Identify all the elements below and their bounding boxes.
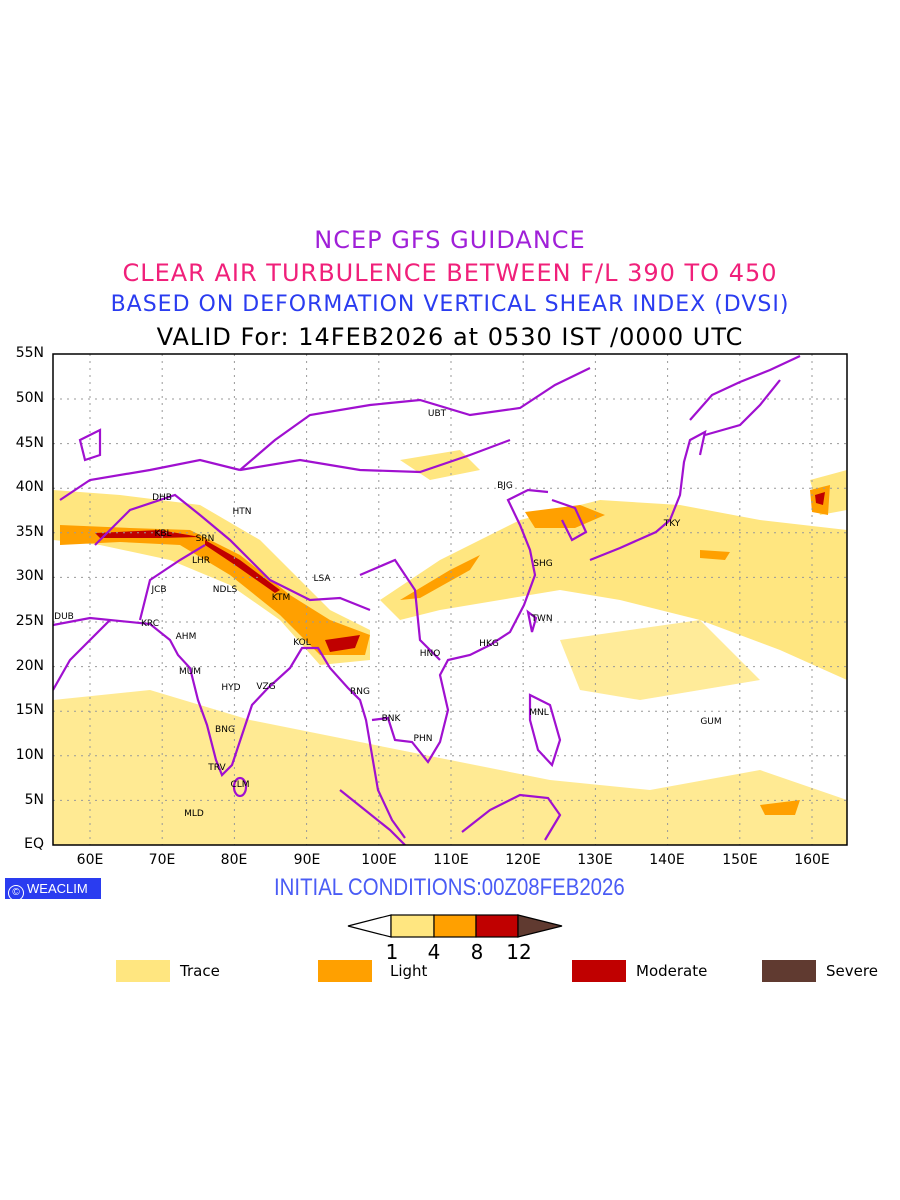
colorbar-under-arrow: [347, 914, 392, 938]
legend-label-severe: Severe: [826, 962, 878, 980]
city-label: NDLS: [212, 585, 238, 595]
lon-label: 140E: [649, 852, 685, 868]
lon-label: 80E: [220, 852, 248, 868]
city-label: SRN: [195, 534, 215, 544]
city-label: TWN: [531, 614, 553, 624]
logo-text: WEACLIM: [27, 881, 88, 896]
lon-label: 100E: [361, 852, 397, 868]
title-valid-time: VALID For: 14FEB2026 at 0530 IST /0000 U…: [156, 323, 744, 351]
lat-label: 15N: [15, 702, 44, 718]
lon-label: 160E: [794, 852, 830, 868]
city-label: UBT: [427, 409, 447, 419]
lon-label: 150E: [722, 852, 758, 868]
title-product: CLEAR AIR TURBULENCE BETWEEN F/L 390 TO …: [122, 259, 778, 287]
city-label: DHB: [152, 493, 172, 503]
city-label: KRC: [141, 619, 159, 629]
lon-label: 120E: [505, 852, 541, 868]
city-label: DUB: [54, 612, 74, 622]
legend-label-light: Light: [390, 962, 428, 980]
city-label: PHN: [413, 734, 433, 744]
city-label: MLD: [184, 809, 204, 819]
lat-label: 45N: [15, 435, 44, 451]
lon-label: 70E: [148, 852, 176, 868]
city-label: BNK: [381, 714, 401, 724]
title-method: BASED ON DEFORMATION VERTICAL SHEAR INDE…: [110, 292, 790, 317]
city-label: AHM: [175, 632, 197, 642]
city-label: KBL: [154, 529, 172, 539]
city-label: TKY: [663, 519, 681, 529]
map-frame: [52, 353, 848, 846]
moderate-areas: [95, 492, 825, 652]
colorbar-trace: [390, 914, 435, 938]
colorbar-tick: 4: [427, 940, 441, 964]
city-label: MUM: [178, 667, 202, 677]
lon-label: 90E: [293, 852, 321, 868]
legend-swatch-moderate: [572, 960, 626, 982]
legend-swatch-light: [318, 960, 372, 982]
lat-label: EQ: [24, 836, 44, 852]
city-label: HNO: [419, 649, 441, 659]
city-label: GUM: [700, 717, 722, 727]
title-model: NCEP GFS GUIDANCE: [314, 226, 586, 254]
initial-conditions: INITIAL CONDITIONS:00Z08FEB2026: [274, 874, 625, 901]
lat-label: 5N: [24, 792, 44, 808]
colorbar: [347, 914, 563, 938]
legend-label-moderate: Moderate: [636, 962, 708, 980]
colorbar-moderate: [475, 914, 519, 938]
colorbar-severe-arrow: [517, 914, 563, 938]
legend-swatch-trace: [116, 960, 170, 982]
city-label: HTN: [232, 507, 252, 517]
lat-label: 55N: [15, 345, 44, 361]
city-label: TRV: [208, 763, 226, 773]
colorbar-tick: 1: [385, 940, 399, 964]
city-label: VZG: [256, 682, 276, 692]
lon-label: 130E: [577, 852, 613, 868]
city-label: BNG: [215, 725, 235, 735]
city-label: LSA: [313, 574, 331, 584]
colorbar-light: [433, 914, 477, 938]
legend-swatch-severe: [762, 960, 816, 982]
lat-label: 50N: [15, 390, 44, 406]
lat-label: 40N: [15, 479, 44, 495]
city-label: HKG: [479, 639, 499, 649]
coastlines-borders: [53, 355, 801, 845]
lat-label: 10N: [15, 747, 44, 763]
lon-label: 60E: [76, 852, 104, 868]
copyright-icon: ©: [8, 885, 24, 901]
city-label: MNL: [529, 708, 549, 718]
city-label: KOL: [293, 638, 311, 648]
city-label: RNG: [350, 687, 370, 697]
weaclim-logo: © WEACLIM: [5, 878, 101, 901]
legend-label-trace: Trace: [180, 962, 220, 980]
city-label: HYD: [221, 683, 241, 693]
lat-label: 30N: [15, 568, 44, 584]
lat-label: 20N: [15, 658, 44, 674]
city-label: CLM: [230, 780, 250, 790]
city-label: LHR: [191, 556, 211, 566]
city-label: KTM: [271, 593, 291, 603]
lat-label: 35N: [15, 524, 44, 540]
city-label: JCB: [151, 585, 167, 595]
city-label: BJG: [497, 481, 513, 491]
city-label: SHG: [533, 559, 553, 569]
colorbar-tick: 12: [506, 940, 532, 964]
lat-label: 25N: [15, 613, 44, 629]
colorbar-tick: 8: [470, 940, 484, 964]
lon-label: 110E: [433, 852, 469, 868]
